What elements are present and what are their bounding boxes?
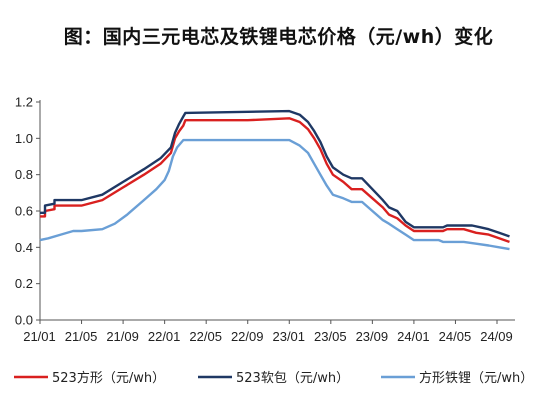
legend-label: 方形铁锂（元/wh） xyxy=(419,370,533,386)
legend-label: 523软包（元/wh） xyxy=(236,371,349,386)
axes-layer: 0.0 0.2 0.4 0.6 0.8 1.0 1.2 21/01 21/05 21/09 22/0… xyxy=(15,95,515,344)
y-tick-label: 0.0 xyxy=(15,313,33,328)
x-tick-label: 21/09 xyxy=(106,329,139,344)
series-line-3 xyxy=(39,138,510,251)
x-tick-label: 23/01 xyxy=(272,329,305,344)
legend-label: 523方形（元/wh） xyxy=(52,370,165,386)
x-tick-label: 21/01 xyxy=(23,329,56,344)
y-tick-label: 1.0 xyxy=(15,131,33,146)
y-tick-label: 0.4 xyxy=(15,240,33,255)
x-tick-label: 24/05 xyxy=(439,329,472,344)
series-layer xyxy=(39,109,510,251)
x-tick-label: 24/09 xyxy=(480,329,513,344)
x-tick-label: 23/05 xyxy=(314,329,347,344)
x-tick-label: 21/05 xyxy=(65,329,98,344)
series-line-2 xyxy=(40,109,510,238)
x-tick-label: 23/09 xyxy=(356,329,389,344)
series-line-1 xyxy=(40,117,510,244)
y-tick-label: 1.2 xyxy=(15,95,33,110)
x-tick-label: 24/01 xyxy=(397,329,430,344)
y-tick-label: 0.2 xyxy=(15,276,33,291)
x-tick-label: 22/05 xyxy=(189,329,222,344)
x-tick-label: 22/09 xyxy=(231,329,264,344)
chart-title: 图：国内三元电芯及铁锂电芯价格（元/wh）变化 xyxy=(63,26,494,48)
y-tick-label: 0.6 xyxy=(15,204,33,219)
y-tick-label: 0.8 xyxy=(15,167,33,182)
x-tick-label: 22/01 xyxy=(148,329,181,344)
legend: 523方形（元/wh） 523软包（元/wh） 方形铁锂（元/wh） xyxy=(14,370,533,386)
